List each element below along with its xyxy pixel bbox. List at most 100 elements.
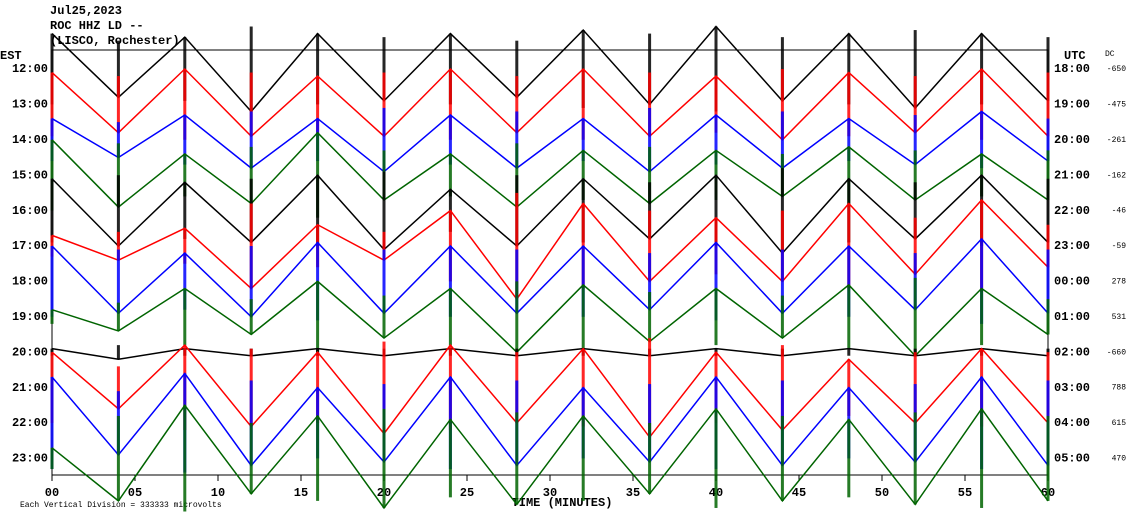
est-label: 13:00 [12,98,48,112]
trace [51,237,1049,318]
trace-spike [1046,178,1050,243]
trace [51,198,1049,301]
dc-value: 278 [1112,278,1127,287]
trace-spike [515,412,519,505]
trace-spike [50,139,54,211]
est-label: 12:00 [12,62,48,76]
trace-spike [316,33,320,105]
trace-spike [913,277,917,356]
trace [51,343,1049,439]
dc-value: 470 [1112,455,1127,464]
trace-spike [1046,72,1050,137]
trace-spike [448,115,452,165]
title-line: (LISCO, Rochester) [50,34,180,48]
trace-spike [1046,150,1050,200]
trace-spike [249,26,253,112]
trace-spike [316,76,320,133]
x-tick-label: 15 [294,486,308,500]
trace-spike [714,175,718,246]
est-label: 19:00 [12,310,48,324]
x-tick-label: 50 [875,486,889,500]
dc-label: DC [1105,50,1115,59]
trace-spike [249,146,253,204]
trace-spike [316,415,320,501]
trace-spike [183,228,187,264]
trace-spike [515,76,519,133]
trace-spike [50,376,54,470]
trace-spike [116,366,120,409]
utc-label: 04:00 [1054,416,1090,430]
trace-spike [714,288,718,346]
trace-spike [714,242,718,321]
trace-spike [50,309,54,324]
trace-spike [382,37,386,101]
trace-spike [581,69,585,140]
dc-value: -162 [1107,171,1126,180]
trace-spike [581,284,585,349]
trace-spike [515,40,519,98]
utc-label: 23:00 [1054,239,1090,253]
trace-spike [1046,299,1050,335]
est-label: 21:00 [12,381,48,395]
dc-value: 531 [1112,313,1127,322]
trace-spike [183,69,187,140]
trace-spike [116,40,120,98]
trace-spike [913,115,917,165]
trace-spike [780,168,784,254]
x-tick-label: 30 [543,486,557,500]
trace-spike [1046,224,1050,268]
trace-spike [448,69,452,140]
x-tick-label: 25 [460,486,474,500]
trace-spike [249,246,253,317]
trace-spike [448,153,452,197]
right-axis-label: UTC [1064,49,1086,63]
trace-spike [116,76,120,133]
utc-label: 18:00 [1054,62,1090,76]
trace-spike [648,107,652,172]
trace-spike [847,246,851,317]
trace-spike [980,238,984,324]
est-label: 18:00 [12,275,48,289]
trace-spike [249,111,253,169]
trace [51,67,1049,141]
trace-spike [249,299,253,335]
trace-spike [50,178,54,243]
x-tick-label: 00 [45,486,59,500]
utc-label: 05:00 [1054,452,1090,466]
trace-spike [382,107,386,172]
trace-spike [714,26,718,112]
trace [51,404,1049,510]
trace-spike [780,69,784,140]
trace-spike [448,288,452,346]
dc-value: -261 [1107,136,1126,145]
title-line: ROC HHZ LD -- [50,19,144,33]
x-axis-label: TIME (MINUTES) [512,496,613,510]
trace-spike [847,118,851,162]
trace [51,110,1049,173]
trace-spike [515,281,519,353]
trace-spike [714,115,718,165]
trace-spike [183,253,187,310]
trace-spike [980,408,984,508]
trace-spike [648,253,652,310]
trace-spike [382,72,386,137]
trace-spike [581,118,585,162]
trace-spike [980,288,984,346]
utc-label: 00:00 [1054,275,1090,289]
utc-label: 19:00 [1054,98,1090,112]
trace-spike [382,231,386,261]
trace-spike [382,171,386,250]
footer: Each Vertical Division = 333333 microvol… [20,501,222,510]
trace-spike [980,111,984,169]
dc-value: -59 [1112,242,1127,251]
est-label: 22:00 [12,416,48,430]
trace-spike [50,246,54,317]
x-tick-label: 10 [211,486,225,500]
trace-spike [515,192,519,300]
trace-spike [316,175,320,246]
trace-spike [1046,249,1050,314]
trace-spike [382,295,386,339]
trace-spike [648,292,652,342]
dc-value: -46 [1112,207,1127,216]
trace-spike [648,72,652,137]
